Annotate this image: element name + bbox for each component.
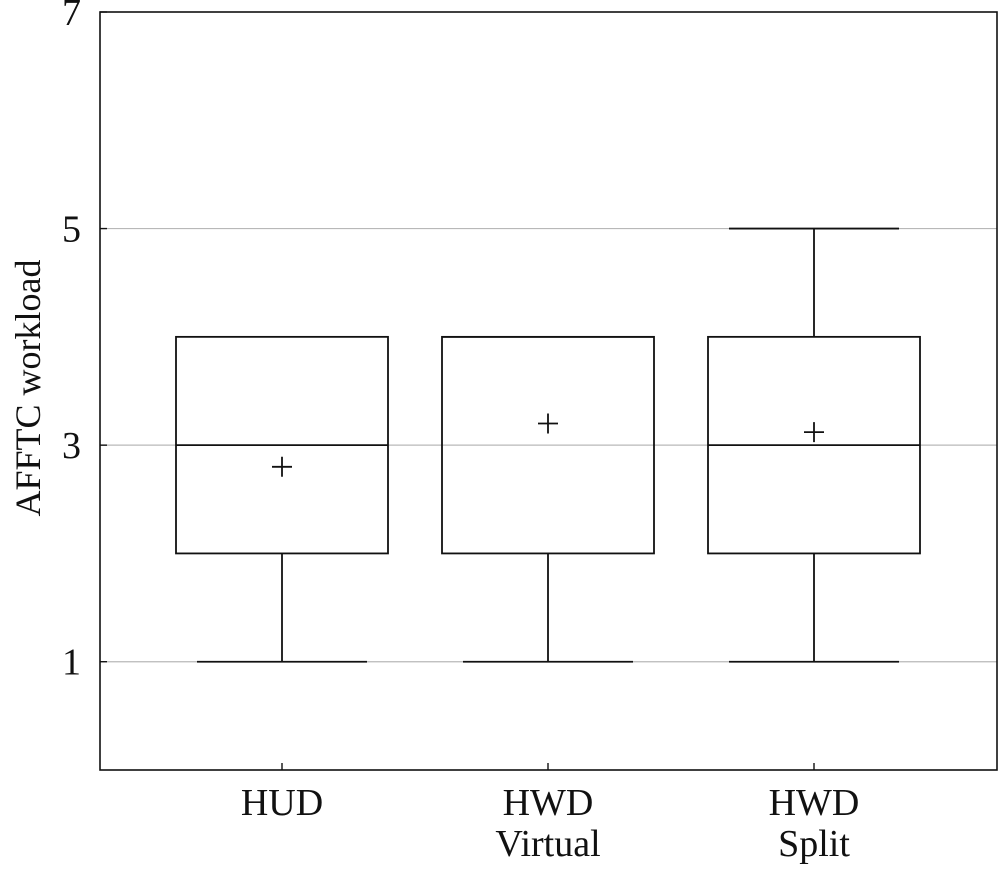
mean-marker [272, 456, 292, 477]
x-tick-label: HWD Split [769, 782, 860, 865]
x-tick-label-line: HWD [503, 782, 594, 824]
y-tick-label: 1 [62, 642, 81, 684]
y-axis-label: AFFTC workload [8, 259, 48, 516]
x-tick-label-line: HUD [241, 782, 323, 824]
y-tick-label: 3 [62, 425, 81, 467]
box-series [175, 227, 921, 663]
box-2 [441, 335, 655, 663]
x-tick-label-line: HWD [769, 782, 860, 824]
y-tick-label: 7 [62, 0, 81, 34]
y-tick-label: 5 [62, 209, 81, 251]
x-tick-label-line: Virtual [495, 823, 600, 865]
mean-marker [804, 422, 824, 443]
mean-marker [538, 413, 558, 434]
x-tick-label-line: Split [778, 823, 850, 865]
y-axis-ticks: 1 3 5 7 [62, 0, 107, 684]
x-tick-label: HUD [241, 782, 323, 824]
x-tick-label: HWD Virtual [495, 782, 600, 865]
box-3 [707, 227, 921, 663]
box-1 [175, 335, 389, 663]
